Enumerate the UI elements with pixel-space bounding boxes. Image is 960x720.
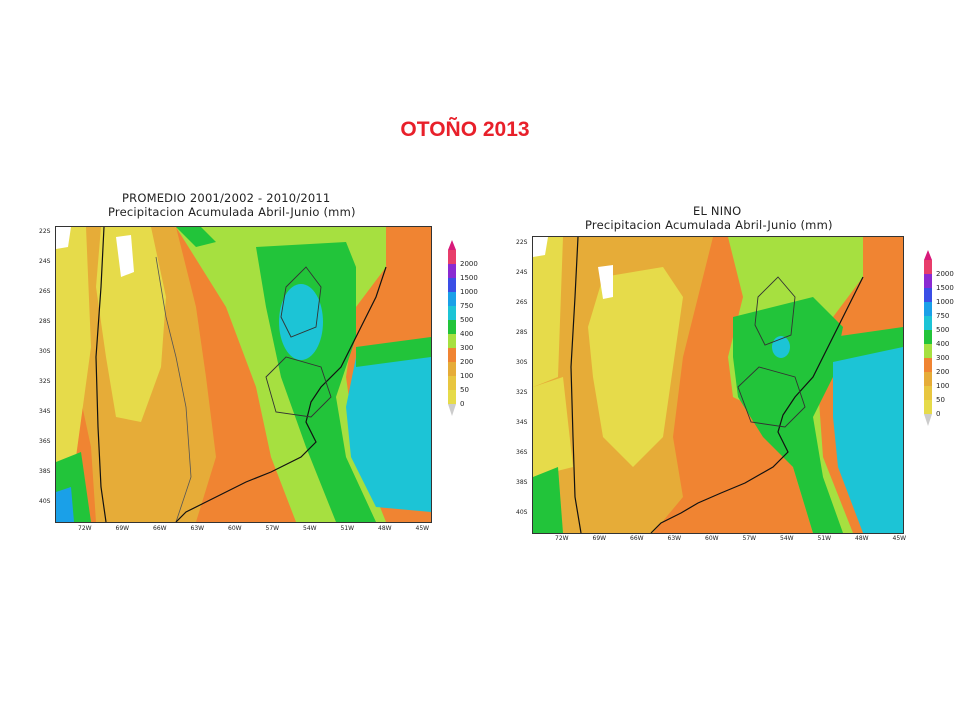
latitude-tick-label: 26S	[39, 288, 51, 295]
colorbar-label: 50	[936, 396, 945, 404]
latitude-tick-label: 36S	[39, 438, 51, 445]
colorbar-swatch	[448, 348, 456, 362]
longitude-tick-label: 60W	[228, 525, 242, 532]
latitude-tick-label: 36S	[516, 449, 528, 456]
colorbar-bottom-arrow	[448, 404, 456, 416]
colorbar-label: 0	[936, 410, 941, 418]
longitude-tick-label: 45W	[415, 525, 430, 532]
colorbar-top-arrow	[924, 250, 932, 260]
colorbar-label: 200	[936, 368, 950, 376]
colorbar-swatch	[448, 390, 456, 404]
colorbar-label: 300	[936, 354, 950, 362]
latitude-tick-label: 32S	[516, 389, 528, 396]
colorbar-label: 1000	[460, 288, 478, 296]
latitude-tick-label: 34S	[516, 419, 528, 426]
colorbar-label: 1500	[460, 274, 478, 282]
latitude-tick-label: 40S	[39, 498, 51, 505]
colorbar-label: 2000	[460, 260, 478, 268]
colorbar-swatch	[924, 386, 932, 400]
colorbar-label: 500	[460, 316, 474, 324]
colorbar-swatch	[448, 264, 456, 278]
colorbar-label: 100	[460, 372, 474, 380]
longitude-tick-label: 54W	[780, 535, 794, 542]
latitude-tick-label: 30S	[516, 359, 528, 366]
colorbar-label: 400	[460, 330, 474, 338]
colorbar-label: 50	[460, 386, 469, 394]
longitude-tick-label: 60W	[705, 535, 719, 542]
longitude-tick-label: 66W	[153, 525, 167, 532]
latitude-tick-label: 28S	[516, 329, 528, 336]
longitude-tick-label: 57W	[742, 535, 757, 542]
latitude-tick-label: 22S	[39, 228, 51, 235]
colorbar-label: 0	[460, 400, 465, 408]
longitude-tick-label: 57W	[265, 525, 280, 532]
right-panel-title-line2: Precipitacion Acumulada Abril-Junio (mm)	[585, 218, 833, 232]
longitude-tick-label: 48W	[855, 535, 869, 542]
colorbar-swatch	[924, 274, 932, 288]
colorbar-label: 200	[460, 358, 474, 366]
longitude-tick-label: 45W	[892, 535, 907, 542]
colorbar-swatch	[448, 362, 456, 376]
longitude-tick-label: 51W	[817, 535, 832, 542]
colorbar-label: 1000	[936, 298, 954, 306]
latitude-tick-label: 34S	[39, 408, 51, 415]
colorbar-swatch	[924, 330, 932, 344]
longitude-tick-label: 54W	[303, 525, 317, 532]
colorbar-swatch	[924, 372, 932, 386]
longitude-tick-label: 63W	[190, 525, 205, 532]
latitude-tick-label: 32S	[39, 378, 51, 385]
latitude-tick-label: 38S	[39, 468, 51, 475]
latitude-tick-label: 24S	[39, 258, 51, 265]
colorbar-label: 2000	[936, 270, 954, 278]
colorbar-swatch	[448, 320, 456, 334]
colorbar-swatch	[448, 376, 456, 390]
colorbar-swatch	[448, 306, 456, 320]
colorbar-label: 750	[460, 302, 474, 310]
colorbar-swatch	[924, 344, 932, 358]
colorbar-bottom-arrow	[924, 414, 932, 426]
colorbar-swatch	[448, 278, 456, 292]
colorbar-swatch	[924, 288, 932, 302]
longitude-tick-label: 69W	[592, 535, 607, 542]
longitude-tick-label: 63W	[667, 535, 682, 542]
latitude-tick-label: 40S	[516, 509, 528, 516]
colorbar-label: 500	[936, 326, 950, 334]
longitude-tick-label: 51W	[340, 525, 355, 532]
colorbar-swatch	[448, 334, 456, 348]
longitude-tick-label: 69W	[115, 525, 130, 532]
latitude-tick-label: 26S	[516, 299, 528, 306]
colorbar-swatch	[924, 358, 932, 372]
colorbar-label: 100	[936, 382, 950, 390]
latitude-tick-label: 38S	[516, 479, 528, 486]
page-title: OTOÑO 2013	[400, 118, 530, 141]
colorbar-label: 400	[936, 340, 950, 348]
right-precipitation-map	[532, 236, 904, 534]
colorbar-label: 1500	[936, 284, 954, 292]
colorbar-label: 750	[936, 312, 950, 320]
colorbar-swatch	[924, 400, 932, 414]
colorbar-swatch	[448, 292, 456, 306]
colorbar-swatch	[924, 260, 932, 274]
colorbar-label: 300	[460, 344, 474, 352]
colorbar-swatch	[448, 250, 456, 264]
longitude-tick-label: 48W	[378, 525, 392, 532]
right-panel-title-line1: EL NINO	[693, 204, 742, 218]
latitude-tick-label: 24S	[516, 269, 528, 276]
latitude-tick-label: 28S	[39, 318, 51, 325]
left-panel-title-line1: PROMEDIO 2001/2002 - 2010/2011	[122, 191, 331, 205]
longitude-tick-label: 66W	[630, 535, 644, 542]
latitude-tick-label: 22S	[516, 239, 528, 246]
colorbar-swatch	[924, 316, 932, 330]
longitude-tick-label: 72W	[78, 525, 92, 532]
left-precipitation-map	[55, 226, 432, 523]
longitude-tick-label: 72W	[555, 535, 569, 542]
latitude-tick-label: 30S	[39, 348, 51, 355]
colorbar-swatch	[924, 302, 932, 316]
left-panel-title-line2: Precipitacion Acumulada Abril-Junio (mm)	[108, 205, 356, 219]
colorbar-top-arrow	[448, 240, 456, 250]
